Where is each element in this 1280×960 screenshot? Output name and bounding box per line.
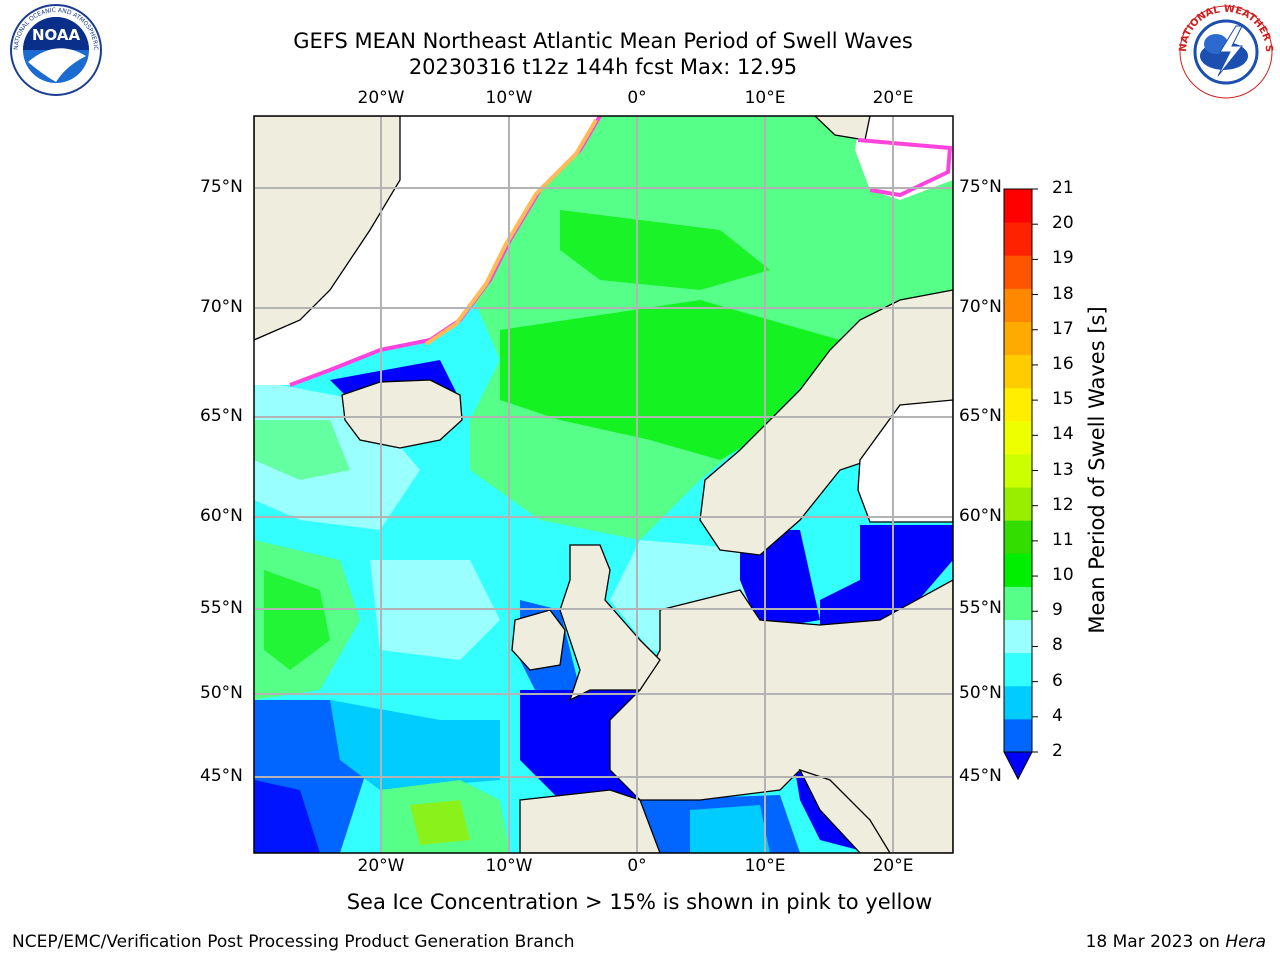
lat-label-right-70n: 70°N xyxy=(959,297,1002,317)
colorbar-segment xyxy=(1004,387,1032,422)
title-line-2: 20230316 t12z 144h fcst Max: 12.95 xyxy=(408,55,798,79)
colorbar-tick-label: 14 xyxy=(1052,424,1074,445)
colorbar-segment xyxy=(1004,520,1032,554)
colorbar-tick-label: 16 xyxy=(1052,353,1074,374)
lon-label-top-10e: 10°E xyxy=(744,88,786,108)
colorbar-tick-label: 10 xyxy=(1052,565,1074,586)
colorbar-segment xyxy=(1004,652,1032,687)
footer-date-text: 18 Mar 2023 on xyxy=(1085,932,1226,952)
colorbar-segment xyxy=(1004,420,1032,455)
lat-label-right-75n: 75°N xyxy=(959,177,1002,197)
colorbar-segment xyxy=(1004,453,1032,488)
lon-label-bottom-0: 0° xyxy=(627,856,647,876)
colorbar-segment xyxy=(1004,619,1032,654)
colorbar-tick-label: 17 xyxy=(1052,318,1074,339)
colorbar-segment xyxy=(1004,288,1032,322)
nws-logo: NATIONAL WEATHER SERVICE xyxy=(1176,4,1274,99)
lat-label-left-55n: 55°N xyxy=(200,598,243,618)
lon-label-bottom-20e: 20°E xyxy=(872,856,914,876)
noaa-logo: NOAA NATIONAL OCEANIC AND ATMOSPHERIC AD… xyxy=(6,4,102,96)
colorbar-segment xyxy=(1004,487,1032,521)
lat-label-right-50n: 50°N xyxy=(959,683,1002,703)
colorbar-tick-label: 19 xyxy=(1052,248,1074,269)
colorbar-segment xyxy=(1004,321,1032,356)
lat-label-left-50n: 50°N xyxy=(200,683,243,703)
lat-label-right-60n: 60°N xyxy=(959,506,1002,526)
colorbar-segment xyxy=(1004,685,1032,720)
colorbar-tick-label: 15 xyxy=(1052,389,1074,410)
colorbar xyxy=(1003,188,1038,781)
colorbar-tick-label: 12 xyxy=(1052,494,1074,515)
colorbar-segment xyxy=(1004,553,1032,587)
colorbar-tick-label: 21 xyxy=(1052,178,1074,198)
colorbar-segment xyxy=(1004,354,1032,389)
lat-label-left-45n: 45°N xyxy=(200,766,243,786)
lat-label-left-70n: 70°N xyxy=(200,297,243,317)
svg-text:NOAA: NOAA xyxy=(32,26,81,44)
colorbar-segment xyxy=(1004,189,1032,223)
lon-label-bottom-20w: 20°W xyxy=(357,856,405,876)
lon-label-bottom-10e: 10°E xyxy=(744,856,786,876)
lon-label-top-20e: 20°E xyxy=(872,88,914,108)
footer-host: Hera xyxy=(1225,932,1266,952)
colorbar-tick-label: 18 xyxy=(1052,283,1074,304)
lat-label-right-65n: 65°N xyxy=(959,406,1002,426)
lon-label-top-20w: 20°W xyxy=(357,88,405,108)
colorbar-tick-label: 20 xyxy=(1052,213,1074,234)
footer-credit: NCEP/EMC/Verification Post Processing Pr… xyxy=(12,932,575,952)
lat-label-right-45n: 45°N xyxy=(959,766,1002,786)
lat-label-left-75n: 75°N xyxy=(200,177,243,197)
colorbar-tick-label: 11 xyxy=(1052,529,1074,550)
lat-label-left-60n: 60°N xyxy=(200,506,243,526)
colorbar-tick-label: 2 xyxy=(1052,741,1063,761)
colorbar-label: Mean Period of Swell Waves [s] xyxy=(1085,306,1109,634)
colorbar-tick-label: 13 xyxy=(1052,459,1074,480)
colorbar-segment xyxy=(1004,718,1032,753)
lon-label-bottom-10w: 10°W xyxy=(485,856,533,876)
colorbar-tick-label: 9 xyxy=(1052,600,1063,621)
lon-label-top-0: 0° xyxy=(627,88,647,108)
footer-date: 18 Mar 2023 on Hera xyxy=(1086,932,1266,952)
colorbar-segment xyxy=(1004,586,1032,621)
colorbar-tick-label: 6 xyxy=(1052,670,1063,691)
sea-ice-note: Sea Ice Concentration > 15% is shown in … xyxy=(346,890,933,914)
lat-label-right-55n: 55°N xyxy=(959,598,1002,618)
colorbar-extend-arrow xyxy=(1003,751,1033,781)
lat-label-left-65n: 65°N xyxy=(200,406,243,426)
colorbar-segment xyxy=(1004,255,1032,289)
colorbar-segment xyxy=(1004,222,1032,256)
lon-label-top-10w: 10°W xyxy=(485,88,533,108)
colorbar-tick-label: 8 xyxy=(1052,635,1063,656)
colorbar-tick-label: 4 xyxy=(1052,705,1063,726)
title-line-1: GEFS MEAN Northeast Atlantic Mean Period… xyxy=(293,29,913,53)
